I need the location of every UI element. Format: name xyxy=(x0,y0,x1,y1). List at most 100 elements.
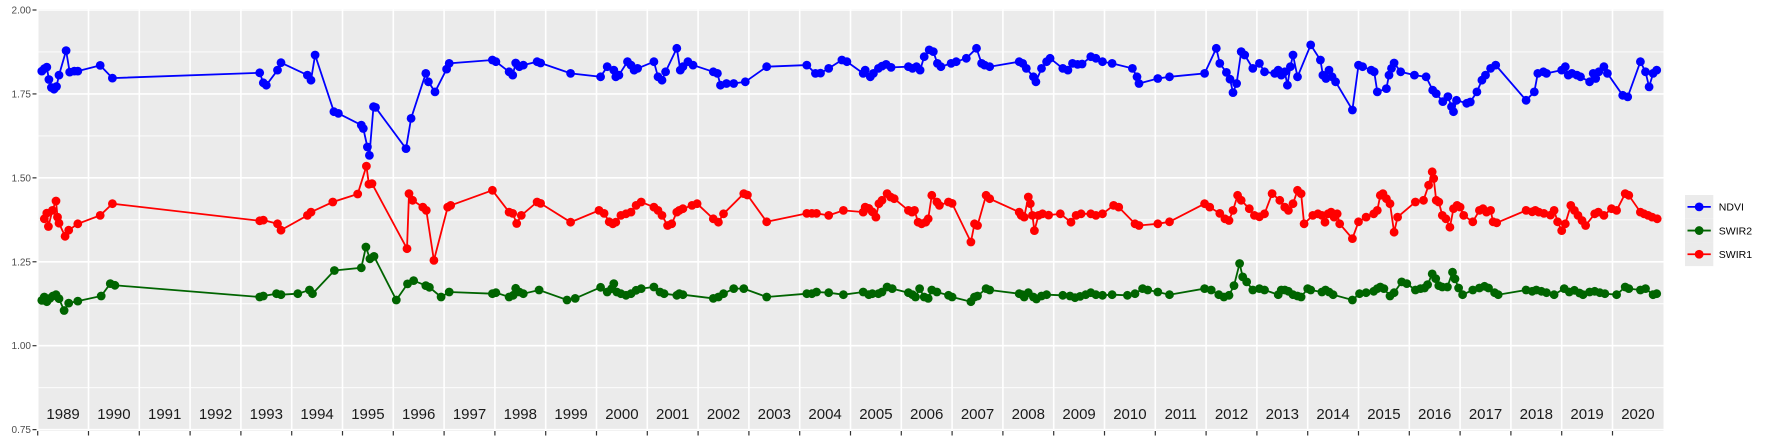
data-point-swir1 xyxy=(743,190,752,200)
x-axis-year-label: 2019 xyxy=(1570,406,1603,423)
data-point-ndvi xyxy=(1491,60,1501,70)
data-point-ndvi xyxy=(54,70,64,80)
data-point-swir1 xyxy=(1044,210,1053,220)
x-axis-year-label: 2017 xyxy=(1469,406,1502,423)
data-point-swir2 xyxy=(1600,289,1610,299)
data-point-swir2 xyxy=(1454,283,1463,293)
data-point-ndvi xyxy=(1465,97,1475,107)
data-point-ndvi xyxy=(1077,59,1087,69)
x-axis-year-label: 2003 xyxy=(758,406,791,423)
data-point-swir2 xyxy=(1107,290,1117,300)
data-point-ndvi xyxy=(1248,64,1258,73)
x-axis-year-label: 2005 xyxy=(859,406,892,423)
data-point-ndvi xyxy=(444,59,454,68)
data-point-swir1 xyxy=(985,194,995,204)
data-point-swir1 xyxy=(508,209,518,218)
data-point-swir2 xyxy=(1242,277,1252,287)
data-point-swir2 xyxy=(96,291,106,301)
data-point-swir2 xyxy=(719,289,728,299)
data-point-swir2 xyxy=(1235,259,1244,268)
x-axis-year-label: 2000 xyxy=(605,406,638,423)
data-point-ndvi xyxy=(1331,77,1340,87)
data-point-swir2 xyxy=(59,306,69,315)
data-point-swir2 xyxy=(1612,290,1621,300)
legend-label: SWIR1 xyxy=(1719,249,1752,261)
data-point-swir1 xyxy=(762,217,772,227)
data-point-swir2 xyxy=(1224,290,1234,300)
data-point-swir1 xyxy=(1434,197,1444,207)
data-point-ndvi xyxy=(1288,50,1298,60)
data-point-swir2 xyxy=(1328,290,1338,300)
data-point-swir1 xyxy=(54,218,64,228)
data-point-ndvi xyxy=(358,124,368,133)
data-point-swir1 xyxy=(1091,211,1101,220)
data-point-swir1 xyxy=(1284,206,1293,215)
data-point-swir1 xyxy=(1025,199,1035,209)
data-point-swir1 xyxy=(935,201,944,210)
data-point-ndvi xyxy=(1449,107,1458,117)
data-point-swir1 xyxy=(1372,206,1382,215)
data-point-ndvi xyxy=(688,60,698,70)
y-axis-label: 1.75 xyxy=(12,89,32,100)
data-point-ndvi xyxy=(255,68,265,78)
x-axis-year-label: 2012 xyxy=(1215,406,1248,423)
data-point-swir1 xyxy=(1539,209,1549,218)
data-point-ndvi xyxy=(1165,72,1174,82)
data-point-ndvi xyxy=(1228,88,1238,97)
data-point-swir1 xyxy=(636,197,646,207)
data-point-swir2 xyxy=(839,290,848,300)
data-point-swir2 xyxy=(678,290,688,300)
data-point-swir1 xyxy=(306,207,316,217)
data-point-swir2 xyxy=(659,289,669,299)
data-point-ndvi xyxy=(1623,92,1633,102)
data-point-swir1 xyxy=(1599,211,1609,220)
data-point-swir1 xyxy=(1427,167,1437,177)
data-point-swir2 xyxy=(729,284,739,293)
data-point-swir2 xyxy=(867,289,877,299)
data-point-ndvi xyxy=(491,57,501,67)
x-axis-year-label: 2020 xyxy=(1621,406,1654,423)
data-point-swir2 xyxy=(293,289,303,299)
data-point-swir1 xyxy=(1348,234,1357,244)
data-point-swir2 xyxy=(609,279,619,288)
data-point-ndvi xyxy=(1529,87,1539,97)
data-point-swir1 xyxy=(1445,222,1455,232)
data-point-ndvi xyxy=(1384,70,1394,80)
data-point-swir1 xyxy=(1419,195,1428,205)
data-point-swir2 xyxy=(915,284,924,293)
legend-label: SWIR2 xyxy=(1719,225,1752,237)
data-point-ndvi xyxy=(1542,69,1551,78)
data-point-ndvi xyxy=(740,77,750,87)
legend-entry-swir2: SWIR2 xyxy=(1685,218,1752,243)
data-point-swir1 xyxy=(839,206,848,215)
data-point-swir1 xyxy=(678,204,688,214)
data-point-swir1 xyxy=(51,196,61,206)
data-point-ndvi xyxy=(1283,80,1292,90)
data-point-swir1 xyxy=(516,211,526,220)
data-point-swir2 xyxy=(518,289,528,299)
x-axis-year-label: 2013 xyxy=(1266,406,1299,423)
data-point-ndvi xyxy=(1324,65,1334,75)
data-point-swir1 xyxy=(1612,206,1621,215)
data-point-swir1 xyxy=(73,219,83,229)
data-point-ndvi xyxy=(722,79,731,88)
x-axis-year-label: 2001 xyxy=(656,406,689,423)
legend-point-icon xyxy=(1694,202,1704,212)
data-point-swir2 xyxy=(1355,289,1364,299)
data-point-ndvi xyxy=(633,64,642,73)
data-point-swir2 xyxy=(110,280,120,290)
data-point-swir1 xyxy=(429,256,439,265)
data-point-swir1 xyxy=(714,217,723,227)
x-axis-year-label: 1989 xyxy=(46,406,79,423)
data-point-ndvi xyxy=(273,65,282,75)
data-point-swir2 xyxy=(739,284,749,293)
legend-point-icon xyxy=(1694,226,1704,235)
y-axis-label: 1.00 xyxy=(12,341,32,352)
x-axis-year-label: 2008 xyxy=(1012,406,1045,423)
data-point-swir1 xyxy=(362,161,371,171)
data-point-swir2 xyxy=(1098,290,1107,300)
data-point-swir1 xyxy=(657,211,667,220)
data-point-swir1 xyxy=(512,219,522,228)
data-point-swir1 xyxy=(1459,211,1469,220)
data-point-swir1 xyxy=(1652,214,1662,224)
